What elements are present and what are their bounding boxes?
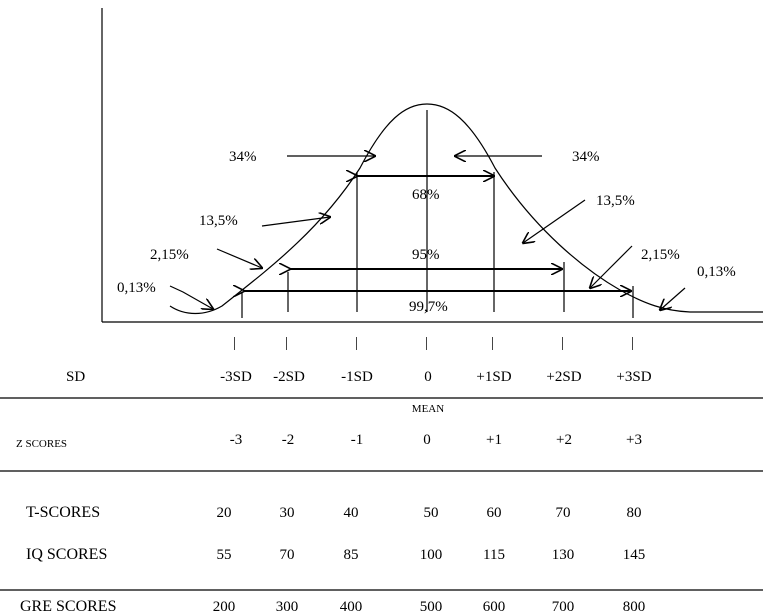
tick-mark: | bbox=[233, 335, 236, 351]
pct-label-34-right: 34% bbox=[572, 149, 600, 165]
pointer-arrow-0-13-left bbox=[169, 285, 213, 309]
t-value: 50 bbox=[424, 505, 439, 521]
pointer-arrow-2-15-right bbox=[590, 245, 633, 288]
iq-scores-label: IQ SCORES bbox=[26, 546, 107, 563]
gre-value: 400 bbox=[340, 599, 363, 615]
t-value: 40 bbox=[344, 505, 359, 521]
t-value: 20 bbox=[217, 505, 232, 521]
sd-row-label: SD bbox=[66, 369, 85, 385]
pointer-arrow-2-15-left bbox=[216, 248, 262, 268]
pct-label-2-15-right: 2,15% bbox=[641, 247, 680, 263]
iq-value: 85 bbox=[344, 547, 359, 563]
t-value: 60 bbox=[487, 505, 502, 521]
gre-value: 800 bbox=[623, 599, 646, 615]
tick-mark: | bbox=[425, 335, 428, 351]
iq-value: 145 bbox=[623, 547, 646, 563]
t-value: 70 bbox=[556, 505, 571, 521]
pct-label-2-15-left: 2,15% bbox=[150, 247, 189, 263]
t-value: 80 bbox=[627, 505, 642, 521]
tick-mark: | bbox=[355, 335, 358, 351]
sd-value: -1SD bbox=[341, 369, 373, 385]
pct-label-13-5-right: 13,5% bbox=[596, 193, 635, 209]
pointer-arrow-13-5-right bbox=[523, 199, 586, 243]
sd-value: +2SD bbox=[546, 369, 581, 385]
gre-scores-label: GRE SCORES bbox=[20, 598, 116, 615]
z-value: +3 bbox=[626, 432, 642, 448]
iq-value: 55 bbox=[217, 547, 232, 563]
tick-mark: | bbox=[631, 335, 634, 351]
gre-value: 300 bbox=[276, 599, 299, 615]
pct-label-0-13-left: 0,13% bbox=[117, 280, 156, 296]
pct-label-0-13-right: 0,13% bbox=[697, 264, 736, 280]
t-value: 30 bbox=[280, 505, 295, 521]
pct-label-95: 95% bbox=[412, 247, 440, 263]
gre-value: 700 bbox=[552, 599, 575, 615]
sd-value: -3SD bbox=[220, 369, 252, 385]
tick-mark: | bbox=[491, 335, 494, 351]
iq-value: 70 bbox=[280, 547, 295, 563]
sd-value: +1SD bbox=[476, 369, 511, 385]
z-value: -2 bbox=[282, 432, 295, 448]
tick-mark: | bbox=[561, 335, 564, 351]
pointer-arrow-0-13-right bbox=[660, 287, 686, 310]
tick-mark: | bbox=[285, 335, 288, 351]
z-scores-label: Z SCORES bbox=[16, 438, 67, 450]
z-value: -3 bbox=[230, 432, 243, 448]
gre-value: 200 bbox=[213, 599, 236, 615]
gre-value: 500 bbox=[420, 599, 443, 615]
pointer-arrow-13-5-left bbox=[261, 217, 330, 227]
z-value: +2 bbox=[556, 432, 572, 448]
pct-label-13-5-left: 13,5% bbox=[199, 213, 238, 229]
sd-value: +3SD bbox=[616, 369, 651, 385]
iq-value: 115 bbox=[483, 547, 505, 563]
gre-value: 600 bbox=[483, 599, 506, 615]
mean-label: MEAN bbox=[412, 403, 444, 415]
z-value: 0 bbox=[423, 432, 431, 448]
iq-value: 130 bbox=[552, 547, 575, 563]
pct-label-68: 68% bbox=[412, 187, 440, 203]
z-value: -1 bbox=[351, 432, 364, 448]
z-value: +1 bbox=[486, 432, 502, 448]
sd-value: -2SD bbox=[273, 369, 305, 385]
pct-label-34-left: 34% bbox=[229, 149, 257, 165]
pct-label-99-7: 99,7% bbox=[409, 299, 448, 315]
t-scores-label: T-SCORES bbox=[26, 504, 100, 521]
bell-curve bbox=[169, 103, 763, 315]
sd-value: 0 bbox=[424, 369, 432, 385]
iq-value: 100 bbox=[420, 547, 443, 563]
